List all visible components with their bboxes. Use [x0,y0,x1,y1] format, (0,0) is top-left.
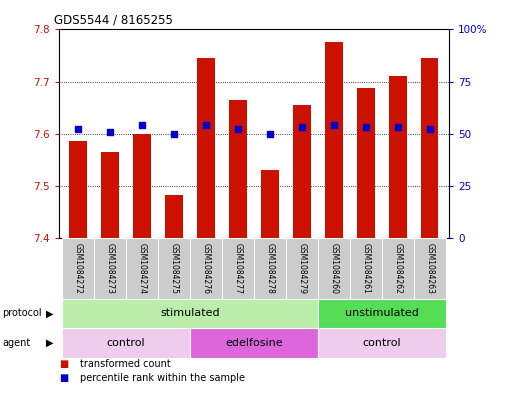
Text: GSM1084276: GSM1084276 [202,243,210,294]
Text: GSM1084274: GSM1084274 [137,243,147,294]
Bar [318,299,446,328]
Text: GSM1084263: GSM1084263 [425,243,434,294]
Bar [357,88,374,238]
Text: unstimulated: unstimulated [345,309,419,318]
Bar [165,195,183,238]
Text: protocol: protocol [3,309,42,318]
Bar [318,328,446,358]
Text: stimulated: stimulated [160,309,220,318]
Point [298,124,306,130]
Text: control: control [107,338,145,348]
Text: GSM1084278: GSM1084278 [265,243,274,294]
Text: edelfosine: edelfosine [225,338,283,348]
Bar [62,328,190,358]
Bar [318,238,350,299]
Point [74,126,82,132]
Bar [102,152,119,238]
Bar [325,42,343,238]
Bar [413,238,446,299]
Text: GSM1084272: GSM1084272 [74,243,83,294]
Bar [158,238,190,299]
Bar [197,58,215,238]
Bar [190,238,222,299]
Text: ■: ■ [59,373,68,384]
Text: percentile rank within the sample: percentile rank within the sample [80,373,245,384]
Bar [133,134,151,238]
Text: ▶: ▶ [46,309,54,318]
Point [234,126,242,132]
Text: GSM1084262: GSM1084262 [393,243,402,294]
Bar [94,238,126,299]
Bar [421,58,439,238]
Text: control: control [363,338,401,348]
Text: GSM1084279: GSM1084279 [298,243,306,294]
Bar [229,100,247,238]
Bar [293,105,311,238]
Bar [286,238,318,299]
Bar [382,238,413,299]
Bar [69,141,87,238]
Point [330,122,338,129]
Point [362,124,370,130]
Point [426,126,434,132]
Text: GSM1084261: GSM1084261 [361,243,370,294]
Text: ■: ■ [59,358,68,369]
Bar [190,328,318,358]
Text: ▶: ▶ [46,338,54,348]
Bar [222,238,254,299]
Point [170,130,178,137]
Point [138,122,146,129]
Text: GSM1084273: GSM1084273 [106,243,114,294]
Point [266,130,274,137]
Point [202,122,210,129]
Bar [254,238,286,299]
Text: GSM1084275: GSM1084275 [169,243,179,294]
Text: transformed count: transformed count [80,358,170,369]
Bar [261,170,279,238]
Text: GSM1084260: GSM1084260 [329,243,339,294]
Bar [126,238,158,299]
Bar [62,299,318,328]
Point [106,129,114,135]
Point [393,124,402,130]
Text: agent: agent [3,338,31,348]
Bar [62,238,94,299]
Bar [350,238,382,299]
Bar [389,76,406,238]
Text: GSM1084277: GSM1084277 [233,243,243,294]
Text: GDS5544 / 8165255: GDS5544 / 8165255 [54,14,173,27]
